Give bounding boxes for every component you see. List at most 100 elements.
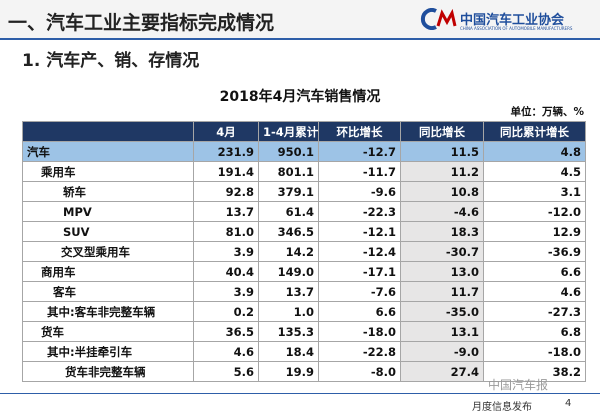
row-label: 轿车: [22, 181, 194, 202]
cell: 13.7: [258, 281, 319, 302]
cell: -17.1: [318, 261, 401, 282]
cell: 149.0: [258, 261, 319, 282]
cell: 4.6: [193, 341, 259, 362]
header-rule: [0, 38, 600, 40]
cell: -30.7: [400, 241, 484, 262]
cell: -12.0: [483, 201, 586, 222]
row-label: 其中:客车非完整车辆: [22, 301, 194, 322]
cell: -9.6: [318, 181, 401, 202]
cell: -12.1: [318, 221, 401, 242]
table-row: 货车非完整车辆 5.6 19.9 -8.0 27.4 38.2: [22, 361, 586, 382]
row-label: 商用车: [22, 261, 194, 282]
row-label: SUV: [22, 221, 194, 242]
cell: -12.7: [318, 141, 401, 162]
header-cell: 4月: [193, 121, 259, 142]
cell: 13.7: [193, 201, 259, 222]
table-row: 客车 3.9 13.7 -7.6 11.7 4.6: [22, 281, 586, 302]
table-row: 交叉型乘用车 3.9 14.2 -12.4 -30.7 -36.9: [22, 241, 586, 262]
cell: 27.4: [400, 361, 484, 382]
unit-label: 单位：万辆、%: [510, 106, 584, 118]
sales-table: 4月 1-4月累计 环比增长 同比增长 同比累计增长 汽车 231.9 950.1 -12.7 1…: [22, 121, 586, 382]
cell: 379.1: [258, 181, 319, 202]
cell: 4.8: [483, 141, 586, 162]
cell: 6.6: [483, 261, 586, 282]
cell: -35.0: [400, 301, 484, 322]
cell: 36.5: [193, 321, 259, 342]
watermark: 中国汽车报: [488, 378, 549, 392]
cell: 191.4: [193, 161, 259, 182]
table-row: 轿车 92.8 379.1 -9.6 10.8 3.1: [22, 181, 586, 202]
table-row: 其中:半挂牵引车 4.6 18.4 -22.8 -9.0 -18.0: [22, 341, 586, 362]
cell: 6.8: [483, 321, 586, 342]
section-title: 1. 汽车产、销、存情况: [22, 51, 200, 71]
row-label: 乘用车: [22, 161, 194, 182]
cell: -12.4: [318, 241, 401, 262]
row-label: 货车: [22, 321, 194, 342]
header-cell: 同比增长: [400, 121, 484, 142]
cell: 18.4: [258, 341, 319, 362]
cell: -18.0: [483, 341, 586, 362]
cell: -8.0: [318, 361, 401, 382]
header-title: 一、汽车工业主要指标完成情况: [8, 12, 275, 34]
cell: 0.2: [193, 301, 259, 322]
cell: 135.3: [258, 321, 319, 342]
header-bar: [0, 0, 600, 38]
cell: 4.5: [483, 161, 586, 182]
table-title: 2018年4月汽车销售情况: [219, 89, 381, 105]
cell: 40.4: [193, 261, 259, 282]
cell: -22.8: [318, 341, 401, 362]
cell: 38.2: [483, 361, 586, 382]
cell: -4.6: [400, 201, 484, 222]
logo-subtext: CHINA ASSOCIATION OF AUTOMOBILE MANUFACT…: [460, 26, 573, 31]
cell: 81.0: [193, 221, 259, 242]
cell: 3.9: [193, 241, 259, 262]
table-row: 商用车 40.4 149.0 -17.1 13.0 6.6: [22, 261, 586, 282]
cell: 19.9: [258, 361, 319, 382]
cell: 11.7: [400, 281, 484, 302]
cell: 10.8: [400, 181, 484, 202]
cell: 950.1: [258, 141, 319, 162]
cell: 18.3: [400, 221, 484, 242]
cell: 4.6: [483, 281, 586, 302]
logo-mark: [420, 8, 457, 30]
cell: -22.3: [318, 201, 401, 222]
row-label: 其中:半挂牵引车: [22, 341, 194, 362]
logo-text: 中国汽车工业协会: [460, 13, 565, 28]
cell: 11.2: [400, 161, 484, 182]
cell: 12.9: [483, 221, 586, 242]
cell: -11.7: [318, 161, 401, 182]
row-label: 汽车: [22, 141, 194, 162]
row-label: MPV: [22, 201, 194, 222]
cell: 13.0: [400, 261, 484, 282]
table-row: 乘用车 191.4 801.1 -11.7 11.2 4.5: [22, 161, 586, 182]
cell: -27.3: [483, 301, 586, 322]
header-cell: 1-4月累计: [258, 121, 319, 142]
cell: 61.4: [258, 201, 319, 222]
page-number: 4: [565, 398, 572, 409]
table-row: SUV 81.0 346.5 -12.1 18.3 12.9: [22, 221, 586, 242]
cell: 1.0: [258, 301, 319, 322]
footer-label: 月度信息发布: [472, 402, 532, 413]
cell: 801.1: [258, 161, 319, 182]
table-row: 汽车 231.9 950.1 -12.7 11.5 4.8: [22, 141, 586, 162]
header-row: 4月 1-4月累计 环比增长 同比增长 同比累计增长: [22, 121, 586, 142]
cell: 14.2: [258, 241, 319, 262]
cell: -9.0: [400, 341, 484, 362]
cell: -7.6: [318, 281, 401, 302]
row-label: 交叉型乘用车: [22, 241, 194, 262]
cell: 5.6: [193, 361, 259, 382]
cell: 3.9: [193, 281, 259, 302]
header-cell: 同比累计增长: [483, 121, 586, 142]
table-row: 货车 36.5 135.3 -18.0 13.1 6.8: [22, 321, 586, 342]
cell: 11.5: [400, 141, 484, 162]
cell: 6.6: [318, 301, 401, 322]
cell: 231.9: [193, 141, 259, 162]
cell: 92.8: [193, 181, 259, 202]
header-cell: 环比增长: [318, 121, 401, 142]
table-row: MPV 13.7 61.4 -22.3 -4.6 -12.0: [22, 201, 586, 222]
footer-rule: [0, 393, 600, 394]
cell: 346.5: [258, 221, 319, 242]
row-label: 客车: [22, 281, 194, 302]
cell: -36.9: [483, 241, 586, 262]
